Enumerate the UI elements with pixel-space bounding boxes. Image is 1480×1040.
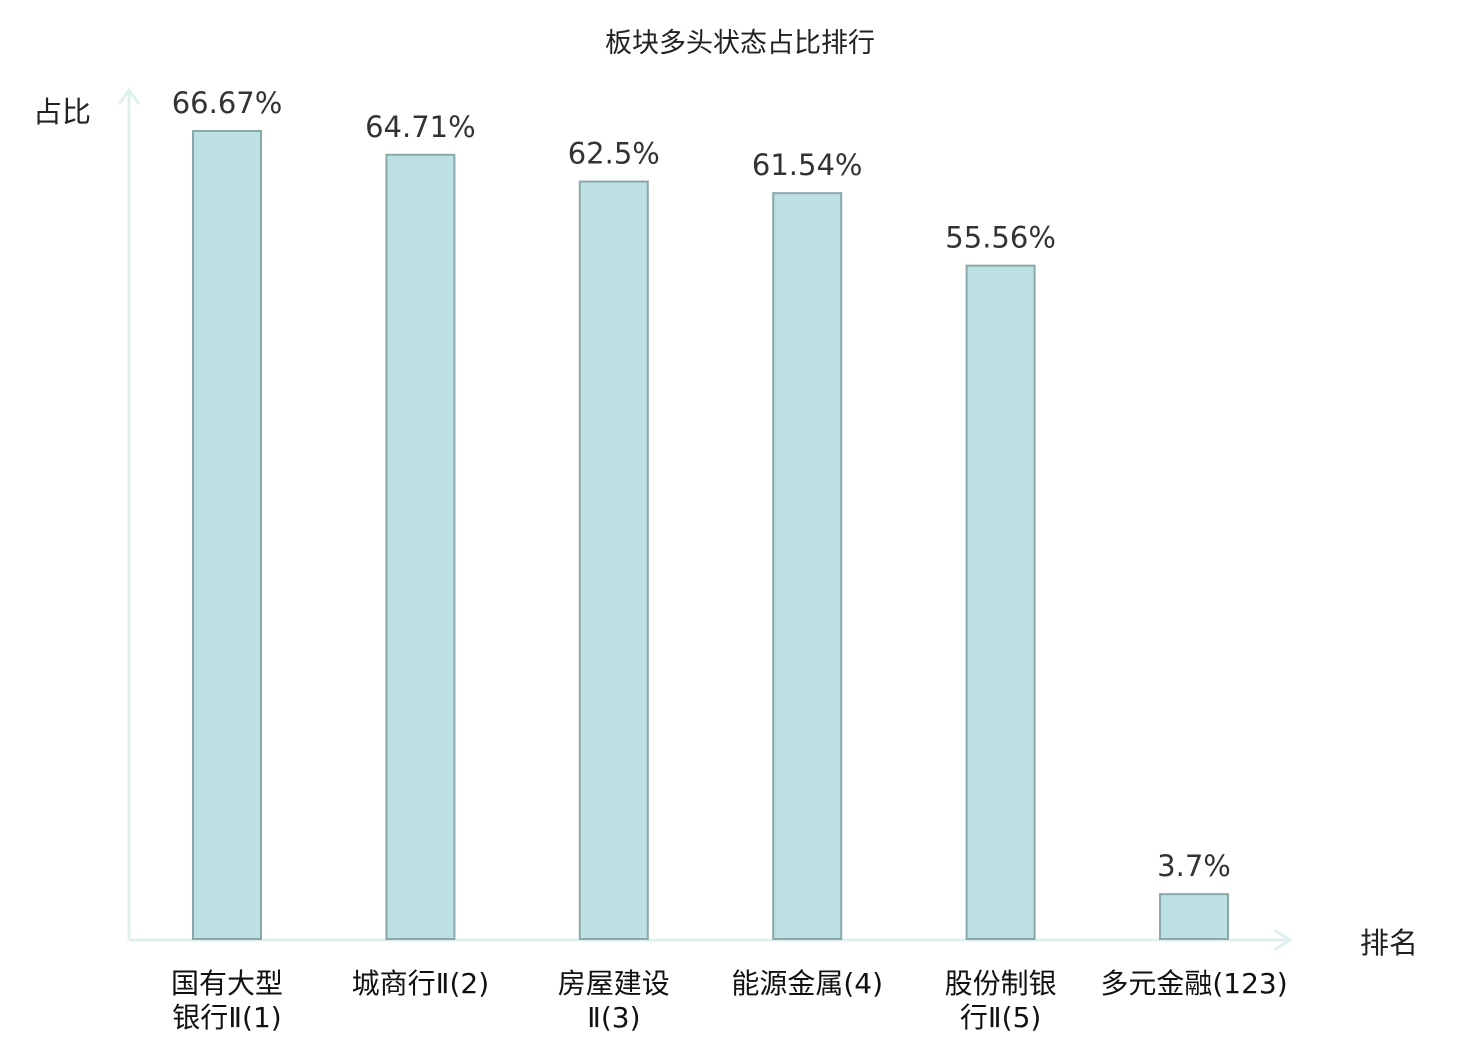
value-label-3: 62.5%	[568, 137, 660, 171]
y-axis-label: 占比	[33, 95, 91, 129]
bar-5	[965, 264, 1036, 940]
value-label-1: 66.67%	[172, 86, 283, 120]
category-label-1-line-1: 国有大型	[171, 967, 283, 1000]
value-label-2: 64.71%	[365, 110, 476, 144]
x-axis	[129, 928, 1293, 952]
category-label-3-line-1: 房屋建设	[558, 967, 670, 1000]
bar-4	[772, 192, 843, 940]
category-label-1-line-2: 银行Ⅱ(1)	[172, 1001, 281, 1034]
y-axis	[117, 87, 141, 940]
category-label-3-line-2: Ⅱ(3)	[587, 1001, 640, 1034]
x-axis-label: 排名	[1360, 926, 1418, 960]
category-label-5-line-2: 行Ⅱ(5)	[960, 1001, 1041, 1034]
category-label-2: 城商行Ⅱ(2)	[352, 967, 489, 1000]
data-labels: 66.67% 64.71% 62.5% 61.54% 55.56% 3.7%	[172, 86, 1231, 883]
category-label-6: 多元金融(123)	[1100, 967, 1287, 1000]
bar-1	[192, 130, 262, 940]
bar-3	[578, 180, 649, 940]
category-label-5-line-1: 股份制银	[945, 967, 1057, 1000]
bar-2	[385, 153, 456, 940]
bar-series	[192, 130, 1229, 941]
category-label-4: 能源金属(4)	[731, 967, 883, 1000]
chart-title: 板块多头状态占比排行	[605, 28, 875, 59]
value-label-4: 61.54%	[752, 148, 863, 182]
bar-6	[1159, 893, 1229, 941]
value-label-6: 3.7%	[1157, 849, 1231, 883]
value-label-5: 55.56%	[945, 221, 1056, 255]
